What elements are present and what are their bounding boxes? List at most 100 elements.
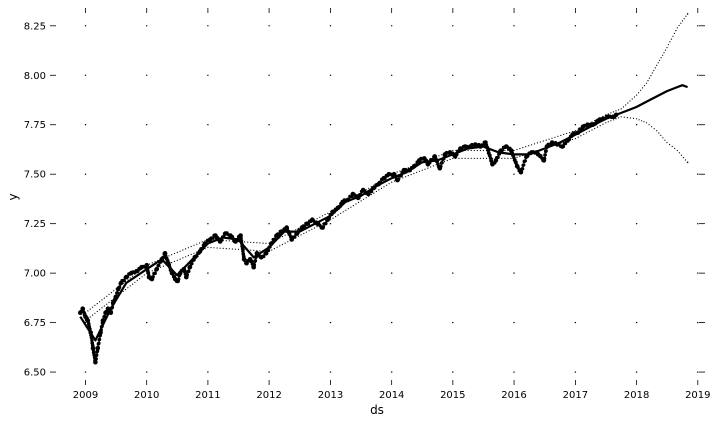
observed-point (188, 265, 193, 269)
bound-point (292, 238, 294, 240)
grid-dot (146, 371, 148, 373)
bound-point (193, 252, 195, 254)
bound-point (256, 242, 258, 244)
bound-point (629, 100, 631, 102)
bound-point (222, 247, 224, 249)
bound-point (303, 232, 305, 235)
x-tick-label: 2017 (563, 390, 588, 401)
bound-point (522, 147, 524, 149)
observed-point (95, 353, 99, 357)
bound-point (656, 130, 658, 132)
bound-point (645, 82, 648, 84)
grid-dot (329, 321, 332, 324)
bound-point (554, 144, 556, 146)
grid-dot (329, 124, 332, 126)
bound-point (660, 134, 662, 136)
bound-point (259, 250, 261, 252)
observed-point (523, 159, 527, 163)
bound-point (127, 287, 129, 289)
bound-point (413, 165, 415, 167)
y-tick-label: 8.00 (24, 71, 46, 82)
bound-point (327, 212, 329, 214)
grid-dot (697, 272, 699, 274)
x-tick-label: 2014 (379, 390, 404, 401)
bound-point (648, 124, 650, 126)
bound-point (545, 139, 547, 141)
bound-point (262, 242, 264, 244)
bound-point (533, 143, 536, 145)
bound-point (279, 237, 281, 239)
grid-dot (329, 371, 332, 373)
grid-dot (574, 74, 577, 77)
y-tick-label: 7.75 (24, 120, 46, 131)
bound-point (569, 139, 571, 142)
bound-point (332, 217, 334, 219)
bound-point (666, 141, 668, 144)
bound-point (187, 255, 189, 257)
bound-point (658, 132, 660, 134)
bound-point (84, 312, 87, 314)
grid-dot (207, 321, 209, 324)
bound-point (516, 156, 518, 158)
bound-point (421, 161, 423, 163)
series-forecast (79, 84, 688, 342)
grid-dot (452, 124, 454, 126)
bound-point (265, 242, 267, 244)
grid-dot (391, 321, 393, 324)
x-tick-label: 2013 (318, 390, 343, 401)
bound-point (273, 240, 275, 242)
bound-point (92, 306, 94, 308)
bound-point (287, 241, 289, 243)
observed-point (516, 166, 520, 170)
bound-point (173, 260, 176, 262)
bound-point (648, 77, 651, 79)
bound-point (87, 310, 89, 312)
grid-dot (635, 371, 638, 373)
bound-point (94, 312, 96, 314)
grid-dot (146, 321, 148, 324)
bound-point (101, 299, 103, 301)
grid-dot (268, 371, 270, 373)
bound-point (510, 157, 512, 159)
bound-point (281, 236, 283, 238)
bound-point (492, 149, 494, 152)
bound-point (176, 251, 178, 253)
bound-point (636, 94, 638, 96)
bound-point (580, 127, 582, 129)
grid-dot (84, 25, 87, 27)
bound-point (528, 145, 530, 147)
bound-point (316, 218, 318, 220)
grid (84, 25, 699, 373)
bound-point (313, 219, 315, 221)
grid-dot (574, 223, 577, 225)
bound-point (265, 250, 267, 252)
bound-point (636, 118, 638, 120)
bound-point (168, 263, 170, 265)
bound-point (536, 150, 539, 152)
grid-dot (697, 124, 699, 126)
x-tick-label: 2018 (624, 390, 649, 401)
bound-point (365, 197, 367, 199)
bound-point (373, 192, 375, 194)
bound-point (519, 148, 521, 150)
bound-point (482, 149, 484, 152)
bound-point (638, 119, 640, 121)
observed-point (185, 273, 189, 277)
bound-point (650, 75, 652, 77)
bound-point (380, 187, 383, 189)
bound-point (435, 156, 437, 158)
observed-point (97, 337, 102, 342)
bound-point (402, 177, 404, 179)
bound-point (329, 211, 332, 213)
bound-point (615, 110, 617, 112)
bound-point (311, 220, 313, 222)
bound-point (391, 181, 393, 183)
bound-point (620, 116, 622, 118)
bound-point (148, 263, 151, 265)
observed-point (488, 153, 492, 157)
grid-dot (513, 25, 515, 27)
bound-point (618, 117, 620, 119)
bound-point (580, 135, 582, 137)
bound-point (424, 160, 426, 162)
bound-point (557, 143, 559, 145)
